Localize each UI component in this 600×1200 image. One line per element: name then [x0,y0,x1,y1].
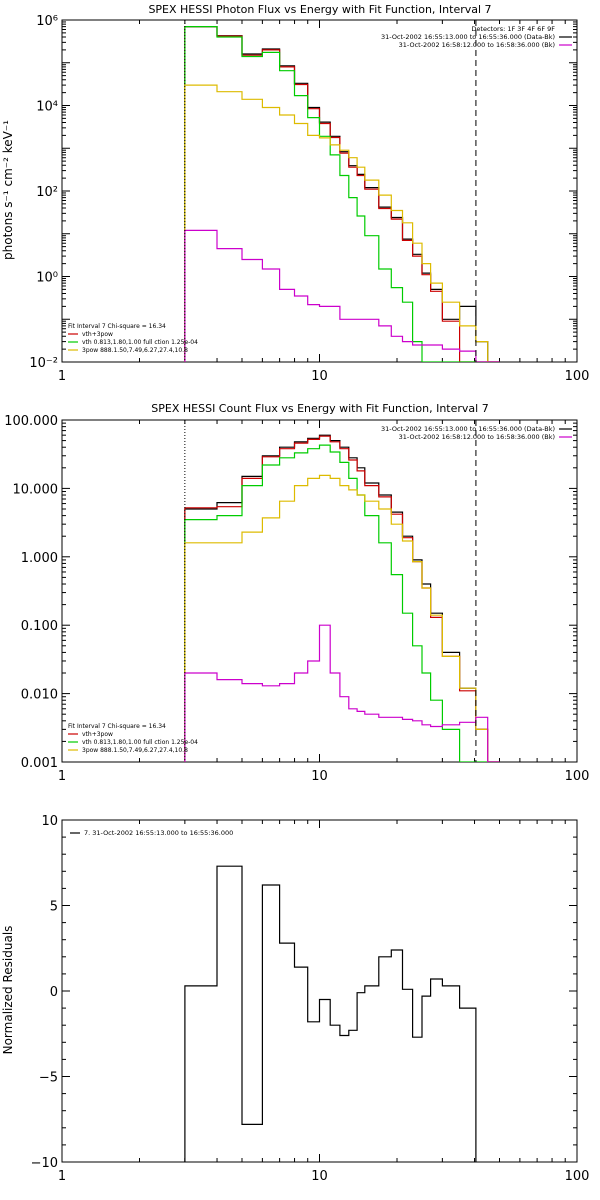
residuals-x-tick-label: 1 [58,1169,66,1184]
photon-flux-y-tick-label: 10⁰ [36,271,58,286]
residuals-y-tick-label: 5 [50,900,58,915]
residuals-panel: Normalized Residuals 1 10 100 −10 −5 0 5 10 7. 3… [1,814,589,1184]
photon-flux-series-group [184,26,500,362]
photon-flux-legend-top-text: 31-Oct-2002 16:55:13.000 to 16:55:36.000… [381,33,555,41]
count-flux-series-group [184,434,500,762]
count-flux-y-tick-label: 100.000 [4,414,58,429]
count-flux-legend-top-text: 31-Oct-2002 16:55:13.000 to 16:55:36.000… [381,425,555,433]
photon-flux-ylabel: photons s⁻¹ cm⁻² keV⁻¹ [1,120,15,260]
residuals-ylabel: Normalized Residuals [1,926,15,1055]
residuals-y-tick-label: 0 [50,985,58,1000]
count-flux-series-line [184,624,500,762]
photon-flux-series-line [184,26,500,362]
residuals-series-line [184,865,477,1162]
count-flux-panel: SPEX HESSI Count Flux vs Energy with Fit… [4,402,589,784]
count-flux-series-line [184,474,500,762]
photon-flux-legend-bottom-text: Fit Interval 7 Chi-square = 16.34 [68,323,166,330]
photon-flux-y-tick-label: 10⁶ [36,14,58,29]
residuals-y-tick-label: −5 [39,1071,58,1086]
photon-flux-legend-bottom-text: vth+3pow [82,331,113,338]
count-flux-y-tick-label: 10.000 [13,482,59,497]
count-flux-legend-bottom-text: 3pow 888.1.50,7.49,6.27,27.4,10.8 [82,747,188,754]
count-flux-legend-top-text: 31-Oct-2002 16:58:12.000 to 16:58:36.000… [399,433,555,441]
photon-flux-legend-top-text: 31-Oct-2002 16:58:12.000 to 16:58:36.000… [399,41,555,49]
photon-flux-title: SPEX HESSI Photon Flux vs Energy with Fi… [148,3,491,16]
photon-flux-panel: SPEX HESSI Photon Flux vs Energy with Fi… [1,3,589,384]
count-flux-legend-bottom-text: Fit Interval 7 Chi-square = 16.34 [68,723,166,730]
residuals-x-tick-label: 10 [311,1169,328,1184]
count-flux-title: SPEX HESSI Count Flux vs Energy with Fit… [151,402,488,415]
count-flux-series-line [184,444,500,762]
photon-flux-series-line [184,229,500,362]
photon-flux-series-line [184,84,500,362]
count-flux-y-tick-label: 1.000 [21,551,58,566]
residuals-legend-text: 7. 31-Oct-2002 16:55:13.000 to 16:55:36.… [84,829,233,837]
count-flux-legend-bottom-text: vth+3pow [82,731,113,738]
photon-flux-legend-bottom-text: 3pow 888.1.50,7.49,6.27,27.4,10.8 [82,347,188,354]
count-flux-x-tick-label: 100 [565,769,590,784]
photon-flux-x-tick-label: 1 [58,369,66,384]
count-flux-y-tick-label: 0.001 [21,756,58,771]
residuals-x-tick-label: 100 [565,1169,590,1184]
count-flux-y-tick-label: 0.010 [21,688,58,703]
count-flux-y-tick-label: 0.100 [21,619,58,634]
photon-flux-legend-bottom-text: vth 0.813,1.80,1.00 full ction 1.25e-04 [82,339,198,346]
count-flux-legend-bottom-text: vth 0.813,1.80,1.00 full ction 1.25e-04 [82,739,198,746]
photon-flux-x-tick-label: 100 [565,369,590,384]
photon-flux-y-tick-label: 10⁻² [29,356,58,371]
photon-flux-y-tick-label: 10⁴ [36,100,58,115]
count-flux-x-tick-label: 1 [58,769,66,784]
photon-flux-x-tick-label: 10 [311,369,328,384]
residuals-y-tick-label: −10 [31,1156,58,1171]
residuals-series-group [184,865,477,1162]
residuals-y-tick-label: 10 [41,814,58,829]
count-flux-x-tick-label: 10 [311,769,328,784]
photon-flux-y-tick-label: 10² [36,185,58,200]
photon-flux-legend-top-text: Detectors: 1F 3F 4F 6F 9F [471,25,555,33]
